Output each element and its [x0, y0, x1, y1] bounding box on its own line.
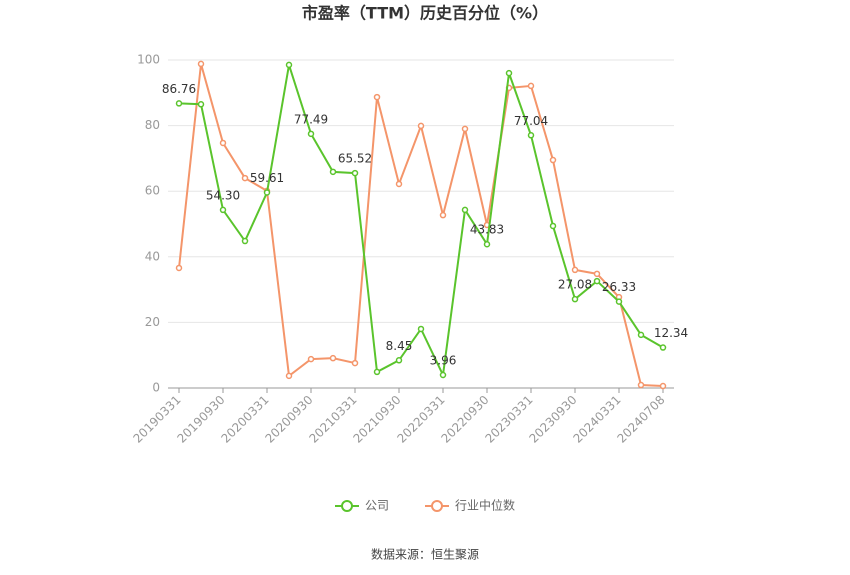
data-label: 43.83 [470, 223, 504, 237]
point [373, 368, 381, 376]
legend-label: 公司 [365, 499, 389, 513]
data-label: 54.30 [206, 188, 240, 202]
point [395, 180, 403, 188]
point [505, 69, 513, 77]
data-label: 3.96 [430, 354, 457, 368]
data-label: 59.61 [250, 171, 284, 185]
point [593, 270, 601, 278]
point [285, 61, 293, 69]
point [615, 298, 623, 305]
point [219, 139, 227, 147]
chart-title: 市盈率（TTM）历史百分位（%） [302, 4, 548, 23]
source: 数据来源：恒生聚源 [371, 547, 479, 562]
point [439, 211, 447, 219]
point [175, 264, 183, 272]
point [417, 325, 425, 333]
point [351, 359, 359, 367]
point [373, 93, 381, 101]
legend-label: 行业中位数 [455, 498, 515, 513]
point [351, 169, 359, 177]
data-label: 86.76 [162, 82, 196, 96]
point [329, 354, 337, 362]
point [659, 382, 667, 390]
data-label: 26.33 [602, 280, 636, 294]
y-tick-label: 0 [152, 381, 160, 395]
point [527, 82, 535, 90]
data-label: 27.08 [558, 278, 592, 292]
point [417, 122, 425, 130]
point [307, 355, 315, 363]
data-label: 77.04 [514, 114, 548, 128]
point [395, 357, 403, 364]
point [461, 125, 469, 133]
point [219, 206, 227, 214]
data-label: 12.34 [654, 326, 688, 340]
point [659, 344, 667, 351]
point [571, 266, 579, 274]
point [439, 371, 447, 379]
point [175, 100, 183, 107]
data-label: 65.52 [338, 152, 372, 166]
y-tick-label: 100 [137, 53, 160, 67]
point [461, 206, 469, 214]
point [285, 372, 293, 380]
point [593, 277, 601, 285]
x-tick-label: 20240708 [615, 393, 668, 446]
point [329, 168, 337, 176]
point [241, 237, 249, 245]
point [197, 101, 205, 108]
y-tick-label: 20 [145, 315, 160, 329]
point [549, 156, 557, 164]
legend-marker [341, 500, 353, 512]
point [527, 132, 535, 139]
point [571, 295, 579, 303]
point [263, 189, 271, 196]
y-tick-label: 40 [145, 249, 160, 263]
y-tick-label: 60 [145, 184, 160, 198]
data-label: 77.49 [294, 112, 328, 126]
point [637, 381, 645, 389]
point [483, 240, 491, 248]
point [637, 331, 645, 339]
point [197, 60, 205, 68]
point [241, 174, 249, 182]
y-tick-label: 80 [145, 118, 160, 132]
point [307, 130, 315, 138]
data-label: 8.45 [386, 339, 413, 353]
legend-marker [431, 500, 443, 512]
point [549, 222, 557, 230]
